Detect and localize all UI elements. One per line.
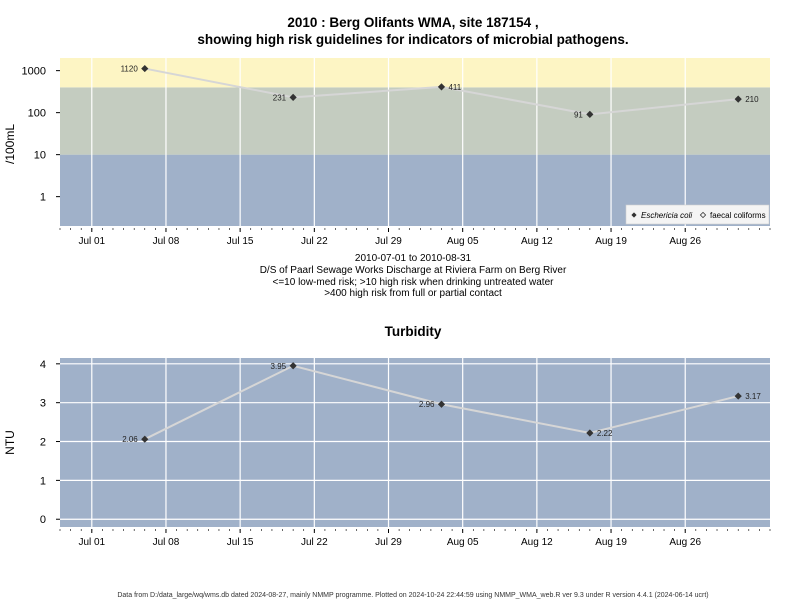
chart1-x-tick-label: Jul 29 [375, 236, 402, 247]
chart2-y-tick-label: 2 [40, 437, 46, 449]
chart1-x-tick-label: Aug 19 [595, 236, 627, 247]
chart1-caption-line1: 2010-07-01 to 2010-08-31 [355, 253, 472, 264]
chart1-x-tick-label: Jul 01 [78, 236, 105, 247]
chart1-x-tick-label: Jul 08 [153, 236, 180, 247]
chart1-y-tick-label: 1 [40, 192, 46, 204]
footer-note: Data from D:/data_large/wq/wms.db dated … [117, 592, 708, 599]
ecoli-data-label: 411 [448, 83, 461, 92]
chart2-x-tick-label: Jul 22 [301, 537, 328, 548]
turbidity-data-label: 2.22 [597, 429, 613, 438]
risk-zone-band [60, 87, 770, 155]
turbidity-data-label: 3.17 [745, 392, 761, 401]
chart2-x-tick-label: Aug 26 [669, 537, 701, 548]
turbidity-data-point [586, 429, 594, 437]
chart1-y-axis-label: /100mL [3, 124, 17, 164]
chart2-x-tick-label: Jul 01 [78, 537, 105, 548]
legend-ecoli-marker [631, 212, 637, 218]
chart2-y-tick-label: 4 [40, 359, 46, 371]
chart2-x-tick-label: Aug 12 [521, 537, 553, 548]
chart1-x-tick-label: Jul 15 [227, 236, 254, 247]
chart2-y-tick-label: 1 [40, 475, 46, 487]
legend-faecal-marker [699, 211, 707, 219]
ecoli-data-point [141, 64, 149, 73]
chart1-title-line2: showing high risk guidelines for indicat… [197, 32, 628, 47]
ecoli-data-label: 91 [574, 110, 583, 119]
chart2-plot-background [60, 358, 770, 527]
chart2-x-tick-label: Aug 05 [447, 537, 479, 548]
chart1-x-tick-label: Aug 12 [521, 236, 553, 247]
chart2-y-tick-label: 0 [40, 514, 46, 526]
legend-faecal-label: faecal coliforms [710, 211, 766, 220]
ecoli-data-point [289, 93, 297, 101]
chart1-x-tick-label: Jul 22 [301, 236, 328, 247]
chart1-caption-line4: >400 high risk from full or partial cont… [324, 288, 502, 299]
chart1-y-tick-label: 10 [34, 150, 46, 162]
risk-zone-band [60, 58, 770, 88]
legend-ecoli-label: Eschericia coli [641, 211, 692, 220]
chart2-y-tick-label: 3 [40, 398, 46, 410]
chart1-y-tick-label: 100 [28, 108, 46, 120]
chart1-legend: Eschericia coli faecal coliforms [625, 204, 770, 225]
turbidity-chart-panel: 0 1 2 3 4 NTU Jul 01 Jul 08 Jul 15 Jul 22 Jul 29 Au… [3, 358, 771, 548]
chart1-y-tick-label: 1000 [22, 66, 46, 78]
ecoli-data-label: 210 [745, 95, 759, 104]
chart2-y-axis-label: NTU [3, 430, 17, 455]
chart2-x-tick-label: Aug 19 [595, 537, 627, 548]
turbidity-data-label: 2.06 [122, 435, 138, 444]
chart2-title: Turbidity [385, 324, 442, 339]
chart2-x-tick-label: Jul 15 [227, 537, 254, 548]
ecoli-chart-panel: 1 10 100 1000/100mL Jul 01 Jul 08 Jul 15 Jul 22… [3, 58, 771, 247]
turbidity-data-point [289, 362, 297, 370]
turbidity-data-point [734, 392, 742, 400]
ecoli-data-label: 1120 [121, 65, 139, 74]
chart2-x-tick-label: Jul 29 [375, 537, 402, 548]
ecoli-data-point [437, 83, 446, 91]
turbidity-data-point [141, 435, 149, 443]
chart1-caption-line3: <=10 low-med risk; >10 high risk when dr… [273, 277, 555, 288]
turbidity-data-point [437, 400, 446, 408]
chart1-x-tick-label: Aug 05 [447, 236, 479, 247]
chart2-x-tick-label: Jul 08 [153, 537, 180, 548]
chart1-caption-line2: D/S of Paarl Sewage Works Discharge at R… [260, 265, 567, 276]
chart1-title-line1: 2010 : Berg Olifants WMA, site 187154 , [287, 15, 538, 30]
ecoli-data-label: 231 [273, 93, 287, 102]
ecoli-data-point [586, 110, 594, 118]
legend-box [625, 204, 770, 225]
chart1-x-tick-label: Aug 26 [669, 236, 701, 247]
ecoli-data-point [734, 95, 742, 103]
turbidity-data-label: 3.95 [271, 362, 287, 371]
turbidity-data-label: 2.96 [419, 400, 435, 409]
